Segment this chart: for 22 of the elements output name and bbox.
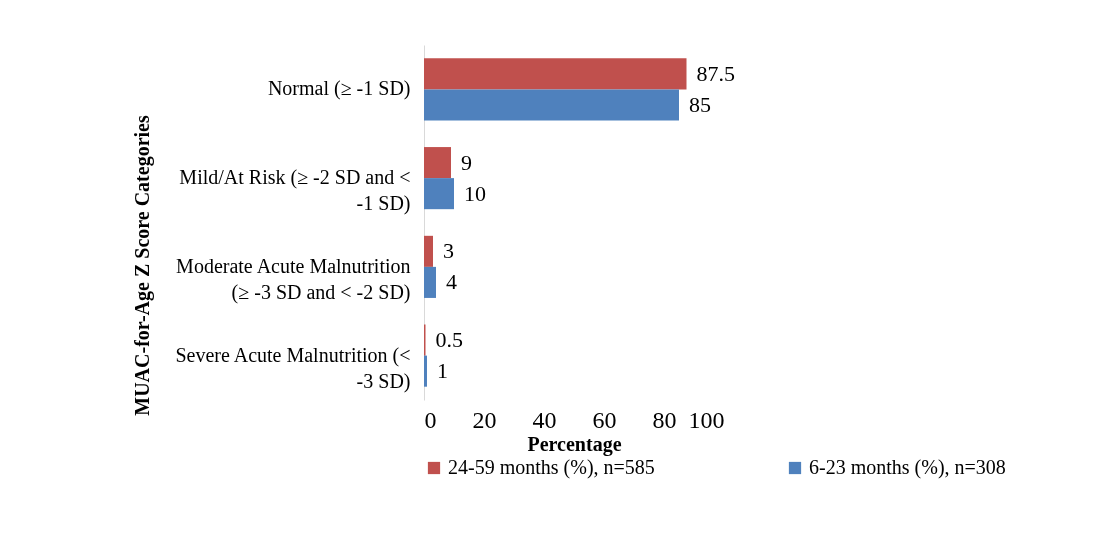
data-label: 9 <box>461 149 472 175</box>
legend-label: 24-59 months (%), n=585 <box>448 456 655 479</box>
y-tick-label: Normal (≥ -1 SD) <box>267 77 411 101</box>
legend-label: 6-23 months (%), n=308 <box>809 456 1006 479</box>
y-tick-label: Mild/At Risk (≥ -2 SD and < -1 SD) <box>179 166 411 216</box>
data-label: 4 <box>446 269 457 295</box>
data-label: 85 <box>689 91 711 117</box>
data-label: 10 <box>464 180 486 206</box>
data-label: 87.5 <box>696 60 735 86</box>
x-axis-title: Percentage <box>527 432 622 456</box>
x-tick-label: 80 <box>652 406 677 433</box>
x-tick-label: 60 <box>592 406 617 433</box>
x-tick-label: 100 <box>688 406 725 433</box>
y-tick-label: Moderate Acute Malnutrition (≥ -3 SD and < -2 SD) <box>176 254 411 304</box>
y-axis-title: MUAC-for-Age Z Score Categories <box>130 115 154 416</box>
x-tick-label: 20 <box>472 406 497 433</box>
y-tick-label: Severe Acute Malnutrition (< -3 SD) <box>175 343 411 393</box>
data-label: 3 <box>443 238 454 264</box>
x-tick-label: 0 <box>424 406 437 433</box>
x-tick-label: 40 <box>532 406 557 433</box>
data-label: 0.5 <box>435 327 463 353</box>
data-label: 1 <box>437 358 448 384</box>
